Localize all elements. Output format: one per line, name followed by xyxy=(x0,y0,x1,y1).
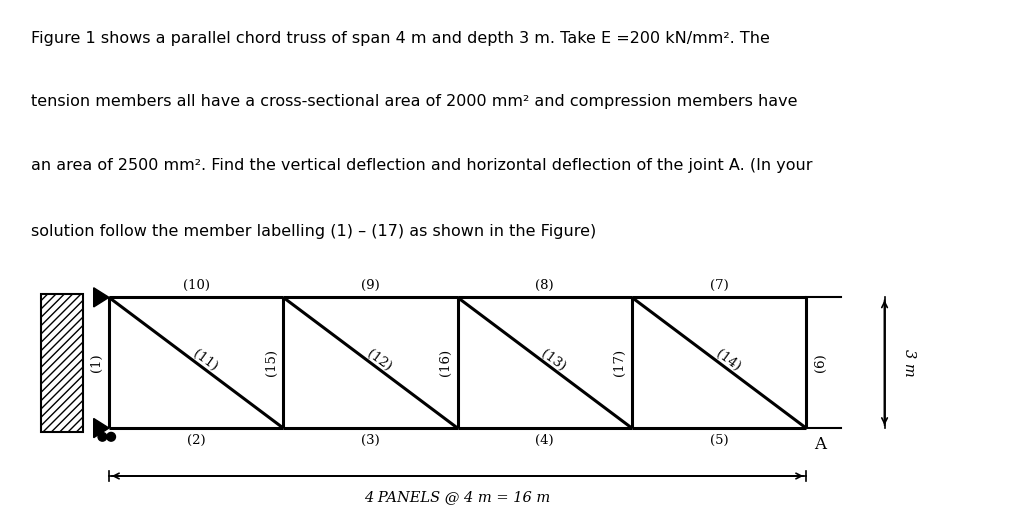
Text: 3 m: 3 m xyxy=(902,349,916,376)
Text: (9): (9) xyxy=(361,279,380,292)
Text: tension members all have a cross-sectional area of 2000 mm² and compression memb: tension members all have a cross-section… xyxy=(31,95,798,109)
Text: an area of 2500 mm². Find the vertical deflection and horizontal deflection of t: an area of 2500 mm². Find the vertical d… xyxy=(31,158,812,173)
Text: (4): (4) xyxy=(536,434,554,447)
Text: (8): (8) xyxy=(536,279,554,292)
Text: A: A xyxy=(814,436,826,453)
Text: (7): (7) xyxy=(710,279,728,292)
Circle shape xyxy=(106,432,116,441)
Polygon shape xyxy=(93,288,109,307)
Text: 4 PANELS @ 4 m = 16 m: 4 PANELS @ 4 m = 16 m xyxy=(365,490,551,504)
Text: (13): (13) xyxy=(539,347,568,374)
Text: (6): (6) xyxy=(814,353,826,372)
Polygon shape xyxy=(93,418,109,438)
Text: (10): (10) xyxy=(182,279,210,292)
Text: (3): (3) xyxy=(361,434,380,447)
Text: (5): (5) xyxy=(710,434,728,447)
Bar xyxy=(41,294,83,432)
Circle shape xyxy=(98,432,106,441)
Text: (17): (17) xyxy=(613,349,626,376)
Text: (15): (15) xyxy=(264,349,278,376)
Text: solution follow the member labelling (1) – (17) as shown in the Figure): solution follow the member labelling (1)… xyxy=(31,224,596,239)
Text: (11): (11) xyxy=(190,347,219,374)
Text: Figure 1 shows a parallel chord truss of span 4 m and depth 3 m. Take E =200 kN/: Figure 1 shows a parallel chord truss of… xyxy=(31,31,770,46)
Text: (2): (2) xyxy=(186,434,206,447)
Text: (14): (14) xyxy=(713,347,742,374)
Text: (16): (16) xyxy=(439,349,452,376)
Text: (12): (12) xyxy=(365,347,394,374)
Text: (1): (1) xyxy=(90,354,103,372)
